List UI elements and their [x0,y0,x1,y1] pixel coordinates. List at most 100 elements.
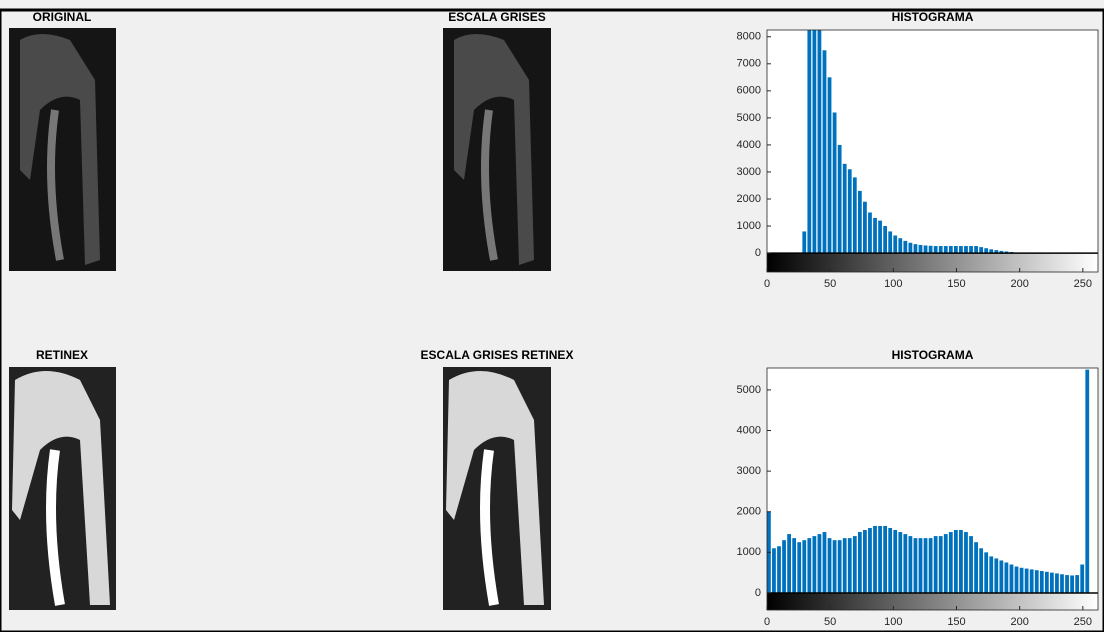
image-retinex [9,367,116,610]
bar [818,15,822,253]
bar [994,558,998,593]
bar [964,246,968,253]
bar [1080,565,1084,593]
figure: ORIGINAL ESCALA GRISES RETINEX ESCALA GR… [0,0,1104,632]
y-tick-label: 4000 [737,139,761,151]
bar [812,10,816,253]
bar [979,247,983,253]
bar [823,50,827,253]
bar [1065,575,1069,593]
bar [843,164,847,253]
x-tick-label: 200 [1010,278,1028,290]
bar [944,246,948,253]
bar [858,191,862,253]
bar [863,530,867,593]
bar [949,532,953,593]
bar [1045,572,1049,593]
bar [878,526,882,593]
bar [873,526,877,593]
bar [838,540,842,593]
bar [1060,574,1064,593]
bar [969,536,973,593]
bar [1050,573,1054,593]
bar [944,534,948,593]
image-title: ESCALA GRISES [448,10,546,24]
bar [828,77,832,253]
bar [954,530,958,593]
bar [772,548,776,593]
x-tick-label: 150 [947,278,965,290]
bar [848,538,852,593]
bar [873,218,877,253]
bar [1005,562,1009,592]
bar [818,534,822,593]
bar [878,221,882,253]
bar [908,536,912,593]
y-tick-label: 5000 [737,112,761,124]
bar [919,245,923,253]
bar [838,145,842,253]
bar [959,530,963,593]
bar [828,538,832,593]
bar [1020,568,1024,593]
bar [1015,567,1019,593]
bar [954,246,958,253]
bar [858,532,862,593]
bar [802,540,806,593]
bar [777,546,781,593]
y-tick-label: 1000 [737,546,761,558]
bar [929,246,933,253]
bar [934,536,938,593]
bar [974,542,978,593]
image-title: RETINEX [36,348,88,362]
bar [914,244,918,253]
image-gray-retinex [443,367,551,610]
bar [903,241,907,253]
bar [782,540,786,593]
chart-title: HISTOGRAMA [892,10,974,24]
y-tick-label: 5000 [737,384,761,396]
bar [868,528,872,593]
bar [964,532,968,593]
bar [1085,370,1089,593]
bar [888,231,892,253]
bar [888,528,892,593]
x-tick-label: 250 [1074,616,1092,628]
bar [797,542,801,593]
bar [848,169,852,253]
x-tick-label: 50 [824,278,836,290]
bar [843,538,847,593]
bar [802,231,806,253]
bar [893,530,897,593]
bar [908,243,912,253]
bar [898,238,902,253]
bar [979,548,983,593]
bar [823,532,827,593]
x-tick-label: 200 [1010,616,1028,628]
page: ORIGINAL ESCALA GRISES RETINEX ESCALA GR… [0,0,1104,632]
bar [853,536,857,593]
y-tick-label: 1000 [737,220,761,232]
bar [959,246,963,253]
y-tick-label: 0 [755,587,761,599]
y-tick-label: 3000 [737,166,761,178]
bar [969,246,973,253]
bar [1075,575,1079,593]
y-tick-label: 4000 [737,424,761,436]
bar [812,536,816,593]
bar [934,246,938,253]
plot-area [767,30,1098,272]
y-tick-label: 0 [755,247,761,259]
bar [1070,575,1074,592]
bar [949,246,953,253]
bar [999,560,1003,592]
image-title: ESCALA GRISES RETINEX [421,348,574,362]
bar [924,246,928,254]
y-tick-label: 8000 [737,31,761,43]
colorbar [767,593,1098,610]
bar [1040,571,1044,593]
bar [929,538,933,593]
x-tick-label: 0 [764,278,770,290]
bar [1010,565,1014,593]
bar [903,534,907,593]
